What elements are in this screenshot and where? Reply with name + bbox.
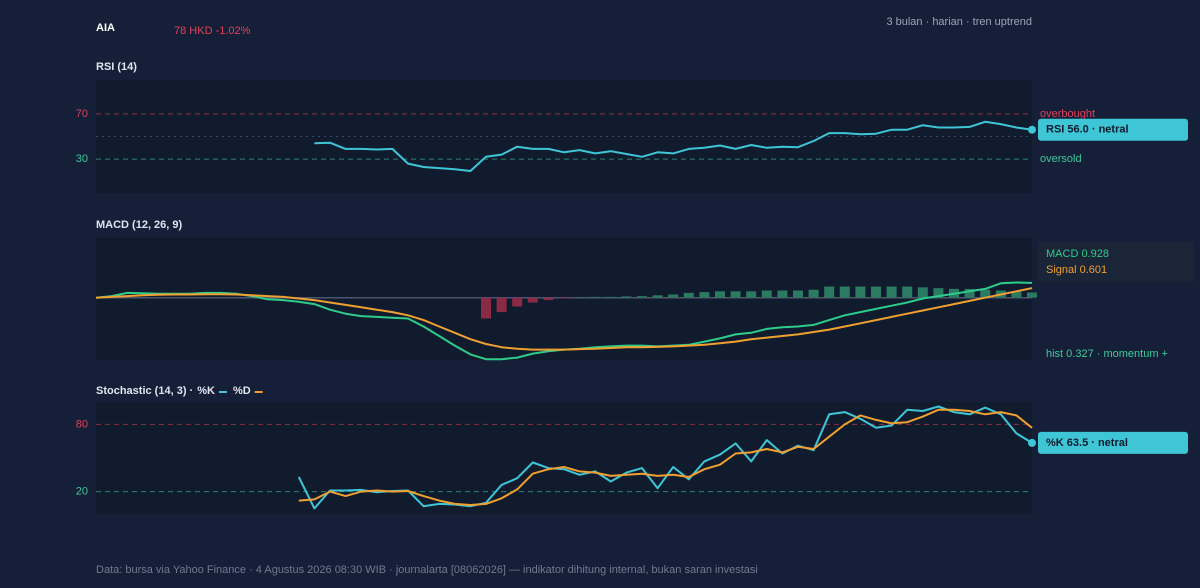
histogram-bar — [559, 297, 569, 299]
series-line — [298, 408, 1033, 506]
panel-title: Stochastic (14, 3) · — [96, 385, 193, 397]
hist-label: hist 0.327 · momentum + — [1046, 348, 1168, 360]
histogram-bar — [855, 286, 866, 298]
series-line — [297, 405, 1033, 510]
histogram-bar — [793, 290, 803, 298]
badge — [1038, 118, 1188, 141]
histogram-bar — [964, 288, 975, 298]
histogram-bar — [917, 287, 928, 298]
histogram-bar — [512, 297, 523, 307]
y-tick-label: 30 — [76, 153, 88, 165]
histogram-bar — [715, 291, 725, 298]
end-dot — [1028, 125, 1036, 134]
badge-label: RSI 56.0 · netral — [1046, 124, 1129, 136]
histogram-bar — [543, 297, 554, 301]
histogram-bar — [1027, 292, 1037, 298]
histogram-bar — [761, 290, 772, 298]
y-tick-label: 20 — [76, 486, 88, 498]
histogram-bar — [933, 288, 944, 298]
annotation: overbought — [1040, 108, 1095, 120]
y-tick-label: 80 — [76, 418, 88, 430]
y-tick-label: 70 — [76, 108, 88, 120]
histogram-bar — [886, 286, 897, 298]
panel-background — [96, 402, 1032, 514]
histogram-bar — [902, 286, 913, 298]
value-label: MACD 0.928 — [1046, 248, 1109, 260]
value-label: Signal 0.601 — [1046, 264, 1107, 276]
series-line — [95, 287, 1033, 351]
histogram-bar — [824, 286, 835, 298]
histogram-bar — [839, 286, 850, 298]
histogram-bar — [481, 297, 491, 319]
histogram-bar — [621, 296, 632, 298]
annotation: oversold — [1040, 153, 1082, 165]
histogram-bar — [496, 297, 507, 313]
series-line — [314, 120, 1033, 172]
legend-label: %K — [197, 385, 215, 397]
ticker: AIA — [96, 22, 115, 34]
badge — [1038, 431, 1188, 454]
panel-title: MACD (12, 26, 9) — [96, 219, 183, 231]
legend-label: %D — [233, 385, 251, 397]
subtitle: 3 bulan · harian · tren uptrend — [886, 16, 1032, 28]
badge-label: %K 63.5 · netral — [1046, 437, 1128, 449]
histogram-bar — [527, 297, 538, 303]
histogram-bar — [668, 294, 679, 298]
end-dot — [1028, 438, 1036, 447]
value-box — [1038, 242, 1194, 282]
histogram-bar — [637, 296, 647, 298]
footer: Data: bursa via Yahoo Finance · 4 Agustu… — [96, 564, 758, 576]
price: 78 HKD -1.02% — [174, 25, 251, 37]
histogram-bar — [652, 295, 663, 298]
histogram-bar — [1011, 291, 1022, 298]
histogram-bar — [746, 291, 757, 298]
histogram-bar — [980, 289, 991, 298]
histogram-bar — [808, 289, 819, 298]
histogram-bar — [683, 292, 694, 298]
histogram-bar — [871, 286, 881, 298]
histogram-bar — [590, 296, 601, 298]
histogram-bar — [730, 291, 741, 298]
histogram-bar — [699, 292, 710, 298]
histogram-bar — [605, 296, 616, 298]
histogram-bar — [777, 290, 788, 298]
panel-title: RSI (14) — [96, 61, 137, 73]
